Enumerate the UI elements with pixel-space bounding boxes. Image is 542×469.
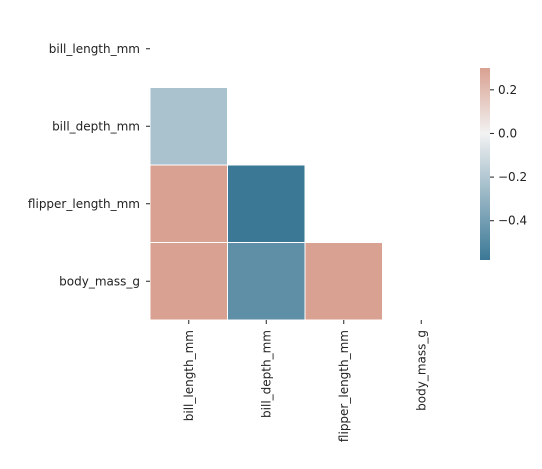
heatmap-cell-flipper_length_mm-bill_depth_mm: [227, 164, 306, 243]
x-axis: bill_length_mm bill_depth_mm flipper_lengt…: [182, 320, 428, 442]
colorbar-gradient: [480, 68, 490, 260]
x-tick-label: body_mass_g: [414, 330, 428, 411]
colorbar-ticks: 0.2 0.0 −0.2 −0.4: [490, 83, 527, 228]
x-tick-label: flipper_length_mm: [337, 330, 351, 442]
x-tick-label: bill_length_mm: [182, 330, 196, 421]
heatmap-cells: [149, 87, 383, 321]
colorbar-tick-label: −0.4: [498, 214, 527, 228]
y-tick-label: bill_depth_mm: [52, 119, 140, 133]
y-tick-label: body_mass_g: [59, 274, 140, 288]
heatmap-cell-body_mass_g-flipper_length_mm: [304, 242, 383, 321]
colorbar: 0.2 0.0 −0.2 −0.4: [480, 68, 527, 260]
heatmap-cell-bill_depth_mm-bill_length_mm: [149, 87, 228, 166]
heatmap-cell-flipper_length_mm-bill_length_mm: [149, 164, 228, 243]
heatmap-cell-body_mass_g-bill_length_mm: [149, 242, 228, 321]
heatmap-cell-body_mass_g-bill_depth_mm: [227, 242, 306, 321]
y-tick-label: bill_length_mm: [49, 42, 140, 56]
y-axis: bill_length_mm bill_depth_mm flipper_lengt…: [28, 42, 150, 288]
colorbar-tick-label: 0.2: [498, 83, 517, 97]
colorbar-tick-label: 0.0: [498, 126, 517, 140]
colorbar-tick-label: −0.2: [498, 170, 527, 184]
y-tick-label: flipper_length_mm: [28, 197, 140, 211]
x-tick-label: bill_depth_mm: [259, 330, 273, 418]
